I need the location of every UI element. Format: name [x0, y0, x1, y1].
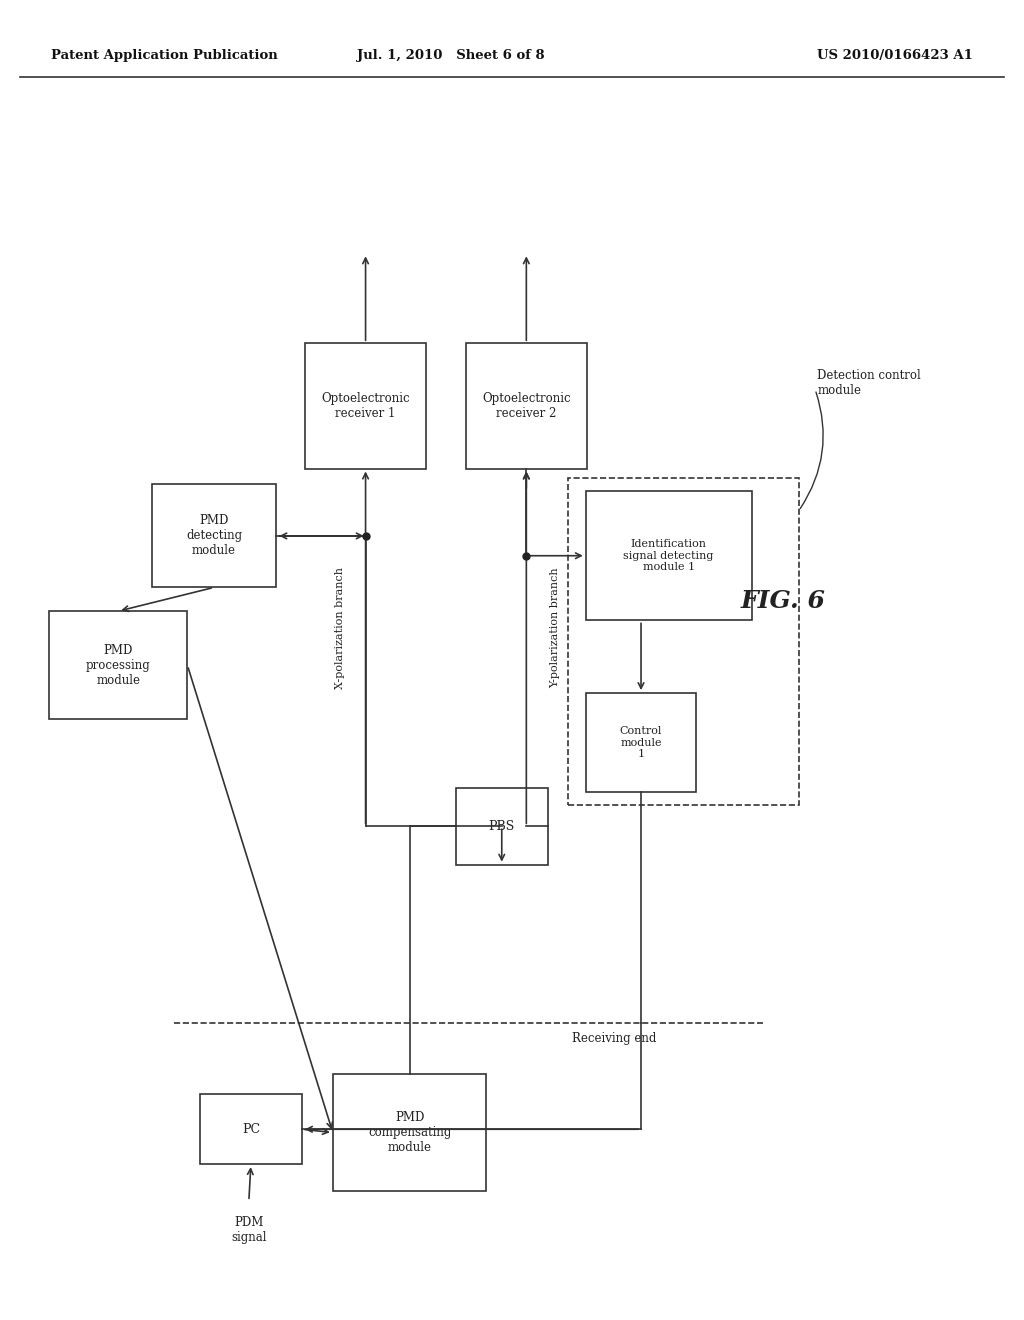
Text: PMD
detecting
module: PMD detecting module	[186, 515, 242, 557]
Text: Optoelectronic
receiver 1: Optoelectronic receiver 1	[322, 392, 410, 420]
Text: PDM
signal: PDM signal	[231, 1216, 266, 1245]
FancyBboxPatch shape	[200, 1094, 302, 1164]
FancyBboxPatch shape	[305, 343, 426, 469]
Text: Receiving end: Receiving end	[572, 1032, 656, 1045]
Text: Jul. 1, 2010   Sheet 6 of 8: Jul. 1, 2010 Sheet 6 of 8	[356, 49, 545, 62]
FancyBboxPatch shape	[333, 1074, 486, 1191]
FancyBboxPatch shape	[49, 611, 187, 719]
Text: Optoelectronic
receiver 2: Optoelectronic receiver 2	[482, 392, 570, 420]
FancyBboxPatch shape	[456, 788, 548, 865]
FancyBboxPatch shape	[152, 484, 276, 587]
FancyBboxPatch shape	[466, 343, 587, 469]
Text: Control
module
1: Control module 1	[620, 726, 663, 759]
Text: US 2010/0166423 A1: US 2010/0166423 A1	[817, 49, 973, 62]
Text: Identification
signal detecting
module 1: Identification signal detecting module 1	[624, 539, 714, 573]
Text: FIG. 6: FIG. 6	[741, 589, 825, 612]
Text: Detection control
module: Detection control module	[817, 368, 921, 397]
Text: PMD
processing
module: PMD processing module	[86, 644, 151, 686]
FancyBboxPatch shape	[586, 693, 696, 792]
Text: PC: PC	[242, 1123, 260, 1135]
FancyBboxPatch shape	[586, 491, 752, 620]
Text: Y-polarization branch: Y-polarization branch	[550, 568, 560, 688]
Text: Patent Application Publication: Patent Application Publication	[51, 49, 278, 62]
Text: PBS: PBS	[488, 820, 515, 833]
Text: PMD
compensating
module: PMD compensating module	[368, 1111, 452, 1154]
Text: X-polarization branch: X-polarization branch	[335, 566, 345, 689]
